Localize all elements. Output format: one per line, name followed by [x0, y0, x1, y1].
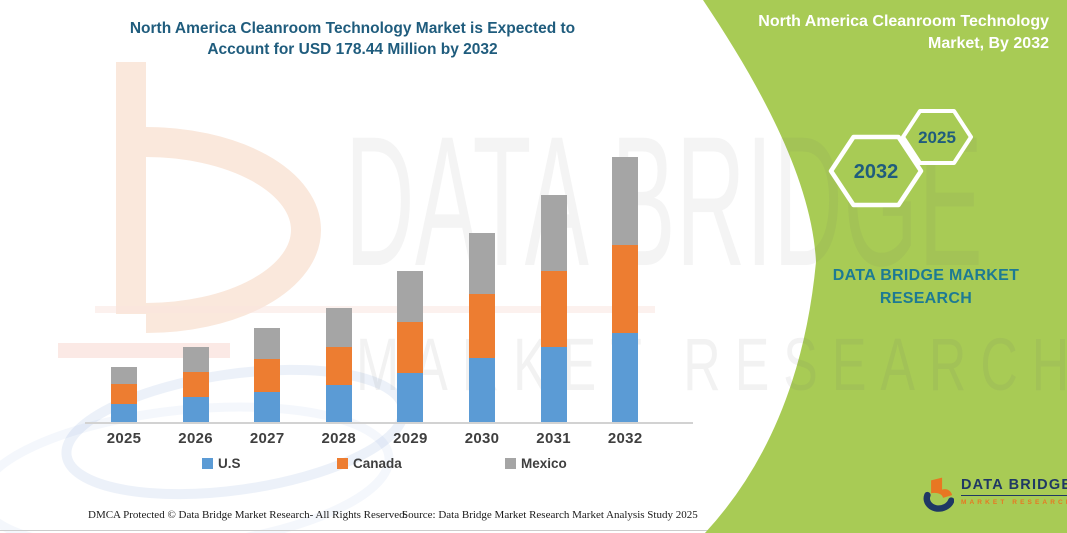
bar-segment-canada-2032 [612, 244, 639, 334]
page-title-line1: North America Cleanroom Technology Marke… [129, 20, 576, 37]
page-title: North America Cleanroom Technology Marke… [120, 18, 585, 61]
x-axis-label-2031: 2031 [536, 430, 571, 447]
bar-segment-us-2032 [612, 333, 639, 422]
logo-subtext: MARKET RESEARCH [961, 499, 1067, 506]
bar-segment-canada-2027 [254, 359, 281, 392]
logo-orange-mark [931, 477, 953, 498]
watermark-blue-swoosh-2 [0, 402, 394, 533]
legend-item-us: U.S [202, 456, 241, 471]
footer-dmca-text: DMCA Protected © Data Bridge Market Rese… [88, 509, 408, 521]
brand-wordmark-line2: RESEARCH [879, 290, 973, 308]
bar-segment-canada-2029 [397, 321, 424, 373]
watermark-pink-band [95, 306, 655, 313]
legend-item-mexico: Mexico [505, 456, 567, 471]
bar-segment-us-2026 [182, 397, 209, 422]
brand-wordmark: DATA BRIDGE MARKET RESEARCH [816, 264, 1036, 310]
side-panel-title: North America Cleanroom Technology Marke… [758, 13, 1049, 53]
page-title-line2: Account for USD 178.44 Million by 2032 [207, 41, 498, 59]
x-axis-label-2025: 2025 [106, 430, 142, 447]
logo-name: DATA BRIDGE [961, 477, 1067, 496]
bar-segment-us-2025 [111, 404, 137, 422]
bar-segment-canada-2025 [111, 384, 137, 405]
bar-segment-mexico-2028 [325, 308, 352, 347]
legend-item-canada: Canada [337, 456, 402, 471]
hexagon-2025-label: 2025 [918, 128, 956, 147]
bar-segment-mexico-2026 [182, 346, 209, 372]
x-axis-line [85, 422, 693, 424]
bar-segment-mexico-2025 [111, 366, 137, 385]
brand-wordmark-line1: DATA BRIDGE MARKET [832, 267, 1020, 284]
legend-label-canada: Canada [353, 456, 402, 471]
bar-segment-canada-2028 [325, 346, 352, 386]
bar-segment-mexico-2032 [612, 157, 639, 245]
bar-segment-mexico-2029 [397, 270, 424, 322]
x-axis-label-2028: 2028 [321, 430, 357, 447]
footer-source-text: Source: Data Bridge Market Research Mark… [402, 509, 698, 521]
hexagon-2032-label: 2032 [854, 161, 899, 183]
x-axis-label-2026: 2026 [178, 430, 213, 447]
legend-label-mexico: Mexico [521, 456, 567, 471]
x-axis-label-2027: 2027 [249, 430, 285, 447]
legend-swatch-us [202, 458, 213, 469]
hexagon-2032 [828, 134, 924, 208]
watermark-b-stem [116, 62, 146, 314]
x-axis-label-2029: 2029 [393, 430, 428, 447]
x-axis-label-2030: 2030 [464, 430, 500, 447]
data-bridge-b-icon [923, 477, 954, 512]
bar-segment-us-2028 [325, 385, 352, 422]
logo-text-block: DATA BRIDGE MARKET RESEARCH [961, 477, 1067, 506]
bar-segment-us-2029 [397, 372, 424, 422]
bar-segment-canada-2030 [469, 294, 495, 359]
logo-navy-swoosh [923, 491, 954, 512]
legend-swatch-canada [337, 458, 348, 469]
legend-swatch-mexico [505, 458, 516, 469]
data-bridge-logo: DATA BRIDGE MARKET RESEARCH [921, 477, 1067, 515]
bar-segment-us-2031 [540, 347, 567, 422]
bar-segment-canada-2026 [182, 371, 209, 398]
bar-segment-mexico-2027 [254, 328, 281, 360]
hexagon-2025 [901, 109, 973, 165]
legend-label-us: U.S [218, 456, 241, 471]
bar-segment-mexico-2031 [540, 194, 567, 271]
bar-segment-us-2027 [254, 391, 281, 422]
bottom-border-line [0, 530, 1067, 531]
green-panel-shape [703, 0, 1067, 533]
bar-segment-us-2030 [469, 358, 495, 422]
bar-segment-canada-2031 [540, 270, 567, 348]
bar-segment-mexico-2030 [469, 232, 495, 295]
x-axis-label-2032: 2032 [607, 430, 643, 447]
